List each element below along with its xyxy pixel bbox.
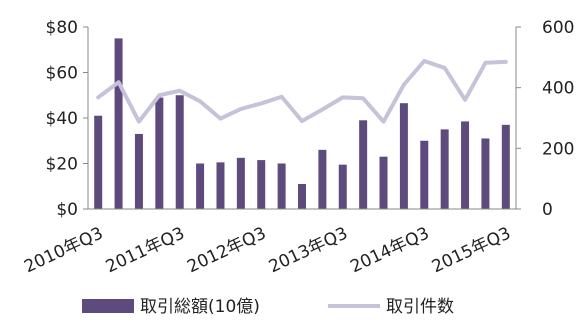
bar-11	[318, 149, 327, 209]
bar-7	[236, 157, 245, 209]
legend: 取引総額(10億) 取引件数	[82, 297, 454, 317]
bar-13	[359, 120, 368, 209]
axes: $0$20$40$60$8002004006002010年Q32011年Q320…	[21, 18, 574, 277]
line-point-2	[138, 121, 140, 123]
bar-3	[155, 97, 164, 209]
y-left-tick-label-0: $0	[56, 200, 78, 220]
line-point-15	[403, 84, 405, 86]
x-tick-label-3: 2013年Q3	[266, 223, 351, 277]
bar-14	[379, 156, 388, 209]
bar-16	[420, 140, 429, 209]
line-point-14	[383, 121, 385, 123]
x-tick-label-4: 2014年Q3	[347, 223, 432, 277]
line-point-11	[321, 109, 323, 111]
bar-17	[440, 129, 449, 210]
x-tick-label-0: 2010年Q3	[21, 223, 106, 277]
bar-12	[338, 164, 347, 209]
bar-2	[134, 133, 143, 209]
bar-0	[94, 115, 103, 209]
line-point-13	[362, 97, 364, 99]
y-right-tick-label-1: 200	[542, 139, 574, 159]
line-point-20	[505, 61, 507, 63]
line-point-16	[423, 60, 425, 62]
y-right-tick-label-2: 400	[542, 79, 574, 99]
x-tick-label-1: 2011年Q3	[103, 223, 188, 277]
bar-1	[114, 38, 123, 210]
line-point-6	[219, 118, 221, 120]
bar-10	[298, 183, 306, 209]
x-tick-label-2: 2012年Q3	[184, 223, 269, 277]
line-point-0	[97, 96, 99, 98]
bar-20	[501, 124, 510, 209]
y-left-tick-label-1: $20	[46, 155, 78, 175]
bar-15	[399, 103, 408, 209]
line-point-5	[199, 100, 201, 102]
y-right-tick-label-0: 0	[542, 200, 553, 220]
bar-5	[196, 163, 205, 209]
line-point-10	[301, 120, 303, 122]
bar-6	[216, 162, 225, 209]
y-right-tick-label-3: 600	[542, 18, 574, 38]
legend-label-line: 取引件数	[386, 297, 454, 317]
bar-19	[481, 138, 490, 209]
line-point-1	[118, 81, 120, 83]
line-point-3	[158, 94, 160, 96]
legend-swatch-bars	[82, 299, 134, 313]
line-point-12	[342, 96, 344, 98]
line-point-4	[179, 90, 181, 92]
line-point-7	[240, 108, 242, 110]
y-left-tick-label-3: $60	[46, 64, 78, 84]
bar-9	[277, 163, 286, 209]
line-point-8	[260, 102, 262, 104]
line-point-19	[484, 62, 486, 64]
y-left-tick-label-2: $40	[46, 109, 78, 129]
bar-series	[94, 38, 510, 210]
bar-4	[175, 95, 184, 209]
line-series	[96, 58, 508, 124]
line-point-9	[281, 96, 283, 98]
y-left-tick-label-4: $80	[46, 18, 78, 38]
line-point-18	[464, 99, 466, 101]
line-point-17	[444, 67, 446, 69]
bar-8	[257, 160, 266, 209]
bar-18	[461, 121, 470, 209]
legend-label-bars: 取引総額(10億)	[140, 297, 260, 317]
x-tick-label-5: 2015年Q3	[429, 223, 514, 277]
